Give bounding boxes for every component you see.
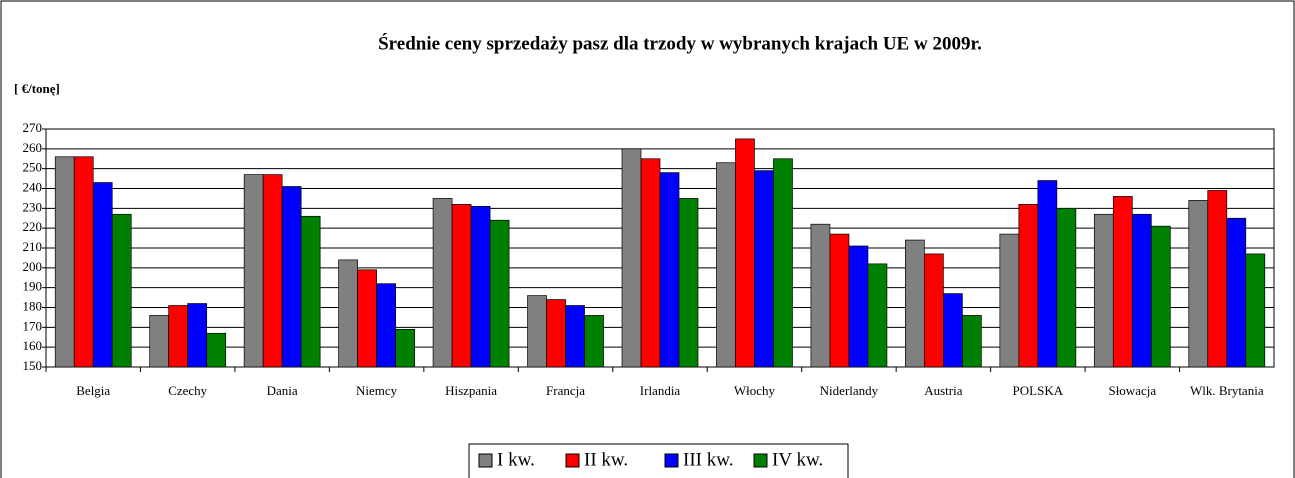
y-tick-label: 170 — [23, 318, 43, 333]
bar — [867, 263, 888, 368]
bar — [735, 138, 755, 368]
bar — [546, 299, 566, 368]
y-tick-label: 200 — [23, 259, 43, 274]
bar — [1207, 190, 1228, 368]
bar — [1188, 200, 1209, 368]
y-tick-label: 210 — [23, 239, 43, 254]
bar — [829, 233, 850, 368]
bar — [357, 269, 377, 368]
legend-box — [468, 443, 849, 478]
legend-label: II kw. — [584, 449, 628, 470]
bar — [451, 204, 472, 368]
x-tick-label: POLSKA — [1012, 383, 1064, 398]
bar — [111, 213, 132, 368]
x-tick-label: Dania — [266, 383, 298, 398]
x-tick-label: Niemcy — [356, 383, 398, 398]
bar — [243, 174, 264, 368]
x-tick-label: Irlandia — [639, 383, 681, 398]
bar — [1056, 207, 1077, 368]
bar — [848, 245, 869, 368]
bar — [659, 172, 680, 368]
y-tick-label: 270 — [23, 120, 43, 135]
x-tick-label: Czechy — [168, 383, 208, 398]
y-tick-label: 150 — [23, 358, 43, 373]
bar — [924, 253, 944, 368]
chart-title: Średnie ceny sprzedaży pasz dla trzody w… — [378, 32, 982, 54]
bar — [773, 158, 793, 368]
bar — [640, 158, 661, 368]
legend-swatch — [664, 453, 679, 468]
bar — [300, 215, 321, 368]
bar — [905, 239, 925, 368]
bar — [621, 148, 642, 368]
bar — [1226, 217, 1247, 368]
bar — [1150, 225, 1171, 368]
bar — [754, 170, 774, 368]
bar — [73, 156, 94, 368]
x-tick-label: Francja — [546, 383, 586, 398]
bar — [262, 174, 283, 368]
bar — [1131, 213, 1152, 368]
legend-label: I kw. — [497, 449, 535, 470]
bar — [962, 315, 982, 368]
x-tick-label: Słowacja — [1108, 383, 1157, 398]
bar — [716, 162, 736, 368]
x-tick-label: Austria — [924, 383, 963, 398]
bar — [678, 198, 699, 368]
bar — [1037, 180, 1058, 368]
legend-swatch — [565, 453, 580, 468]
bar — [376, 283, 396, 368]
x-tick-label: Włochy — [733, 383, 776, 398]
bar — [432, 198, 453, 368]
bar — [206, 332, 227, 368]
y-tick-label: 230 — [23, 199, 43, 214]
y-tick-label: 160 — [23, 338, 43, 353]
bar — [1093, 213, 1114, 368]
y-tick-label: 260 — [23, 140, 43, 155]
bar — [149, 315, 170, 368]
y-tick-label: 240 — [23, 179, 43, 194]
bar — [1018, 204, 1039, 368]
bar — [281, 186, 302, 368]
y-tick-label: 180 — [23, 298, 43, 313]
x-tick-label: Niderlandy — [819, 383, 879, 398]
bar — [187, 303, 208, 368]
bar — [1112, 196, 1133, 368]
bar — [92, 182, 113, 368]
bar — [943, 293, 963, 368]
bar — [54, 156, 75, 368]
legend-swatch — [478, 453, 493, 468]
x-tick-label: Hiszpania — [445, 383, 498, 398]
y-tick-label: 190 — [23, 279, 43, 294]
bar — [1245, 253, 1266, 368]
bar — [338, 259, 358, 368]
bar — [489, 219, 510, 368]
bar — [584, 315, 604, 368]
y-tick-label: 250 — [23, 160, 43, 175]
bar — [395, 328, 415, 368]
legend-label: III kw. — [683, 449, 733, 470]
bar — [527, 295, 547, 368]
bar — [999, 233, 1020, 368]
bar — [565, 305, 585, 368]
bar — [470, 206, 491, 368]
legend-swatch — [753, 453, 768, 468]
legend-label: IV kw. — [772, 449, 823, 470]
y-tick-label: 220 — [23, 219, 43, 234]
x-tick-label: Belgia — [76, 383, 111, 398]
y-axis-label: [ €/tonę] — [14, 81, 60, 96]
bar — [168, 305, 189, 368]
x-tick-label: Wlk. Brytania — [1189, 383, 1264, 398]
bar — [810, 223, 831, 368]
